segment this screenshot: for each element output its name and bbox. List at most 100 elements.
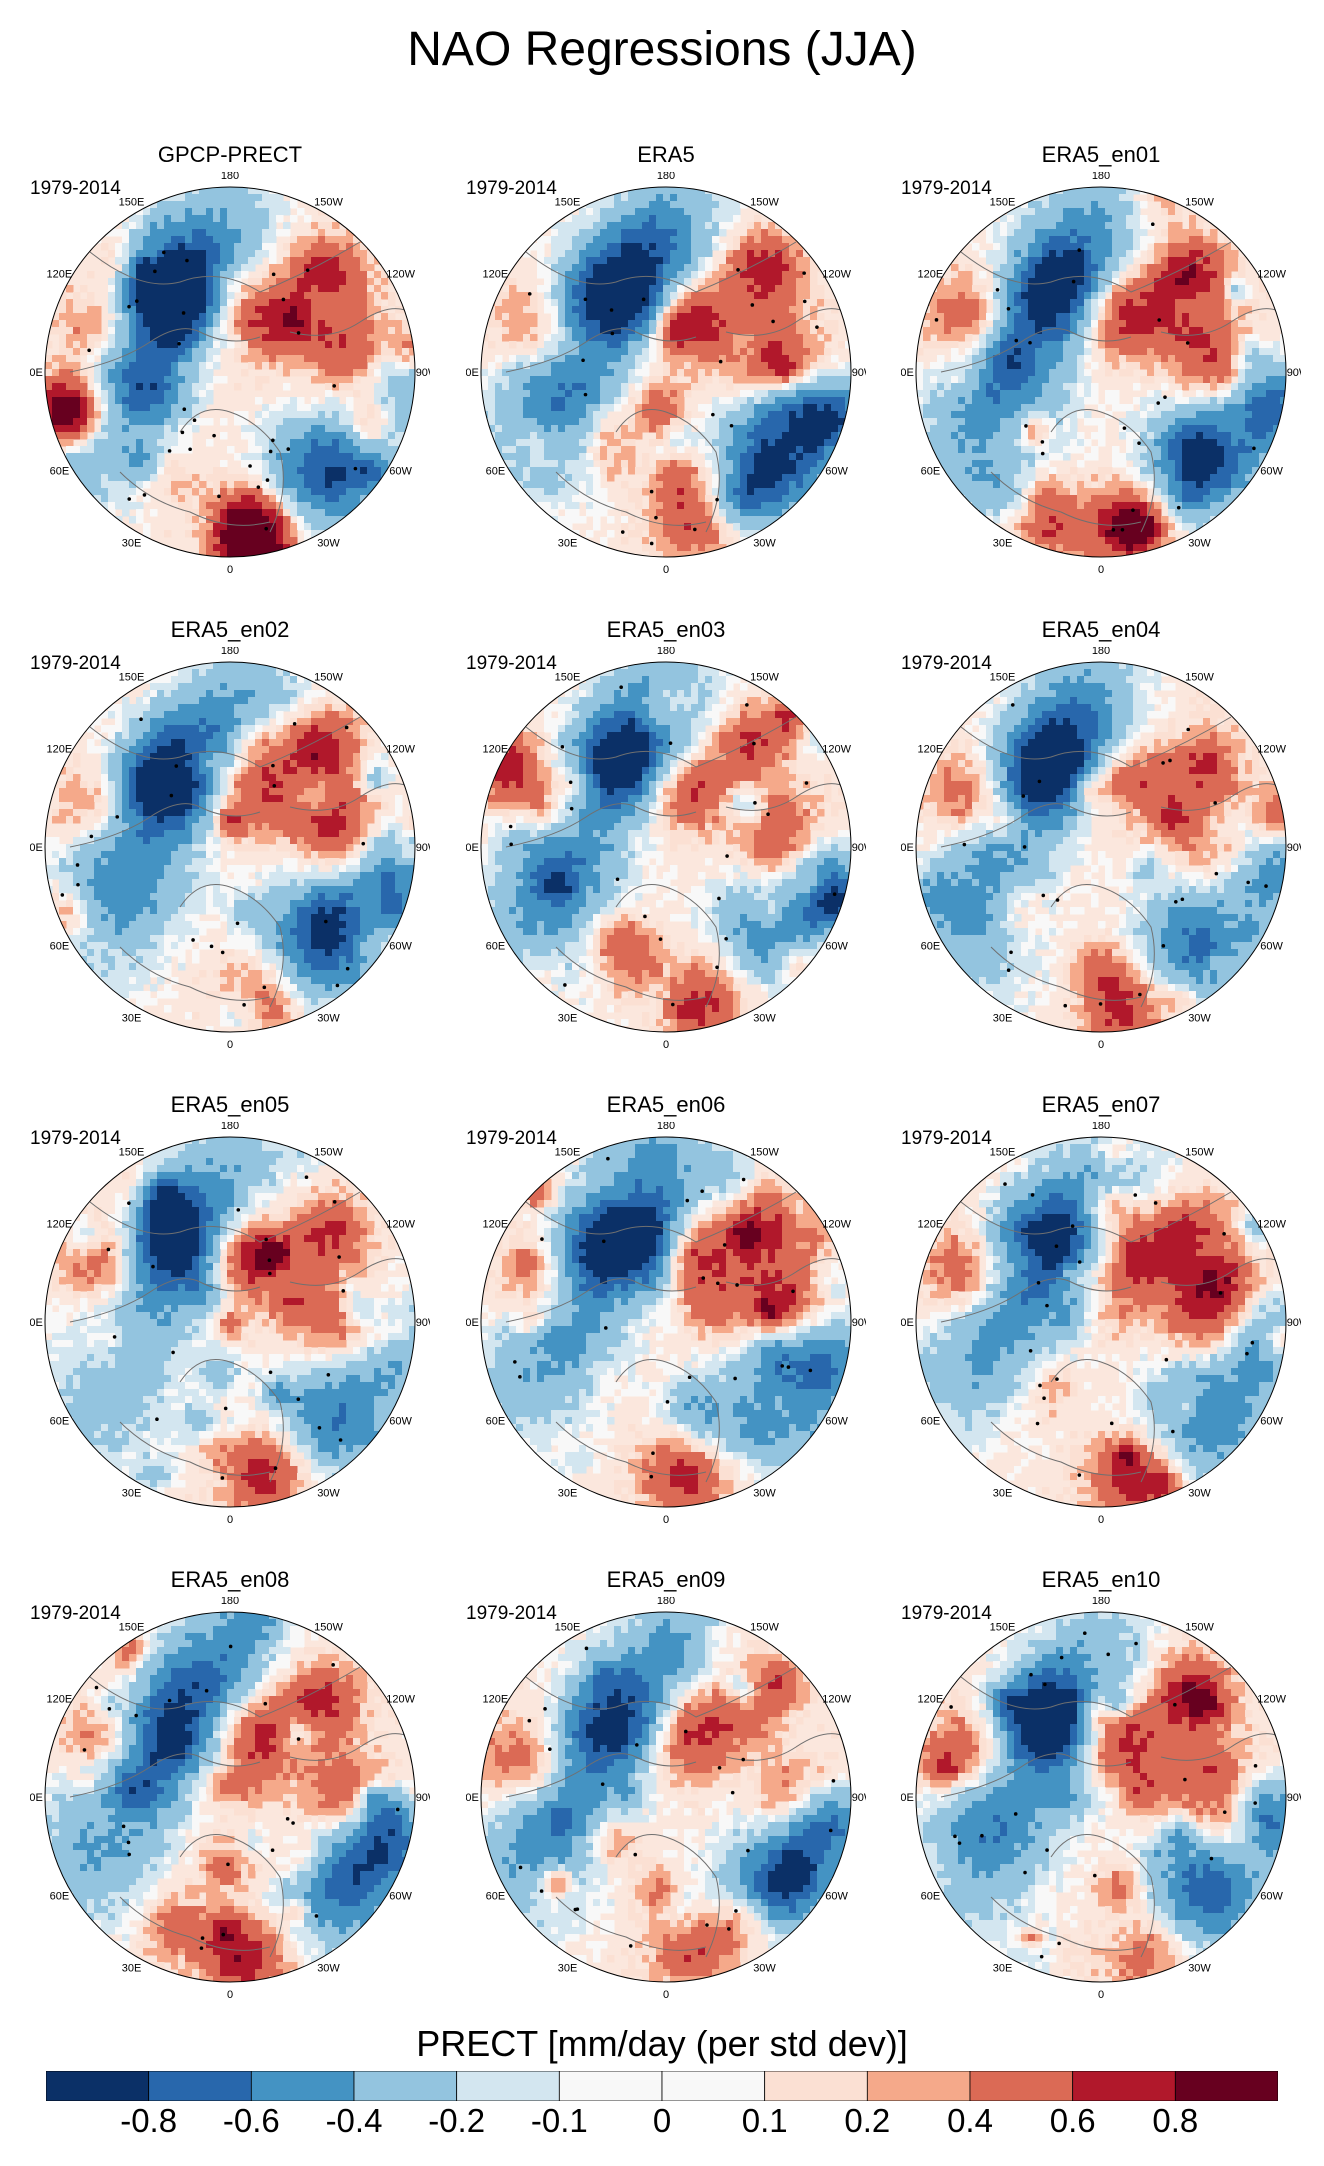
field-cell — [593, 404, 601, 412]
field-cell — [52, 313, 60, 321]
field-cell — [108, 229, 116, 237]
field-cell — [586, 250, 594, 258]
field-cell — [1000, 355, 1008, 363]
field-cell — [509, 446, 517, 454]
field-cell — [353, 341, 361, 349]
field-cell — [304, 215, 312, 223]
field-cell — [993, 348, 1001, 356]
field-cell — [516, 355, 524, 363]
field-cell — [367, 439, 375, 447]
field-cell — [803, 327, 811, 335]
field-cell — [1245, 320, 1253, 328]
field-cell — [213, 530, 221, 538]
field-cell — [579, 474, 587, 482]
field-cell — [523, 460, 531, 468]
field-cell — [171, 313, 179, 321]
field-cell — [241, 222, 249, 230]
field-cell — [234, 271, 242, 279]
field-cell — [136, 208, 144, 216]
field-cell — [677, 544, 685, 552]
field-cell — [1056, 264, 1064, 272]
field-cell — [1105, 222, 1113, 230]
field-cell — [642, 383, 650, 391]
field-cell — [1056, 208, 1064, 216]
field-cell — [642, 201, 650, 209]
field-cell — [670, 453, 678, 461]
field-cell — [1084, 285, 1092, 293]
field-cell — [381, 411, 389, 419]
field-cell — [593, 481, 601, 489]
field-cell — [80, 306, 88, 314]
field-cell — [530, 418, 538, 426]
field-cell — [381, 460, 389, 468]
field-cell — [129, 285, 137, 293]
field-cell — [248, 243, 256, 251]
field-cell — [614, 348, 622, 356]
field-cell — [726, 278, 734, 286]
field-cell — [311, 243, 319, 251]
field-cell — [495, 306, 503, 314]
field-cell — [579, 313, 587, 321]
field-cell — [516, 404, 524, 412]
field-cell — [290, 369, 298, 377]
field-cell — [346, 355, 354, 363]
field-cell — [628, 334, 636, 342]
field-cell — [593, 516, 601, 524]
field-cell — [115, 278, 123, 286]
field-cell — [136, 313, 144, 321]
field-cell — [101, 404, 109, 412]
field-cell — [691, 348, 699, 356]
field-cell — [108, 404, 116, 412]
field-cell — [754, 278, 762, 286]
field-cell — [810, 446, 818, 454]
field-cell — [143, 432, 151, 440]
field-cell — [1112, 292, 1120, 300]
field-cell — [691, 187, 699, 195]
field-cell — [810, 474, 818, 482]
field-cell — [754, 271, 762, 279]
field-cell — [87, 474, 95, 482]
field-cell — [572, 348, 580, 356]
field-cell — [87, 292, 95, 300]
field-cell — [600, 404, 608, 412]
field-cell — [649, 537, 657, 545]
field-cell — [115, 439, 123, 447]
field-cell — [691, 355, 699, 363]
field-cell — [565, 432, 573, 440]
field-cell — [227, 341, 235, 349]
field-cell — [388, 397, 396, 405]
field-cell — [796, 383, 804, 391]
field-cell — [381, 292, 389, 300]
field-cell — [157, 215, 165, 223]
field-cell — [579, 411, 587, 419]
field-cell — [523, 376, 531, 384]
field-cell — [129, 460, 137, 468]
field-cell — [325, 383, 333, 391]
field-cell — [1000, 320, 1008, 328]
field-cell — [663, 460, 671, 468]
field-cell — [733, 334, 741, 342]
field-cell — [923, 313, 931, 321]
field-cell — [607, 208, 615, 216]
field-cell — [248, 530, 256, 538]
field-cell — [374, 313, 382, 321]
field-cell — [73, 460, 81, 468]
field-cell — [565, 264, 573, 272]
field-cell — [234, 509, 242, 517]
field-cell — [993, 229, 1001, 237]
field-cell — [523, 453, 531, 461]
field-cell — [227, 271, 235, 279]
field-cell — [761, 474, 769, 482]
field-cell — [1182, 327, 1190, 335]
field-cell — [311, 334, 319, 342]
field-cell — [185, 327, 193, 335]
field-cell — [761, 313, 769, 321]
field-cell — [782, 334, 790, 342]
field-cell — [1196, 215, 1204, 223]
field-cell — [52, 369, 60, 377]
field-cell — [579, 229, 587, 237]
map-border — [480, 186, 852, 558]
field-cell — [220, 187, 228, 195]
field-cell — [670, 257, 678, 265]
field-cell — [1112, 341, 1120, 349]
